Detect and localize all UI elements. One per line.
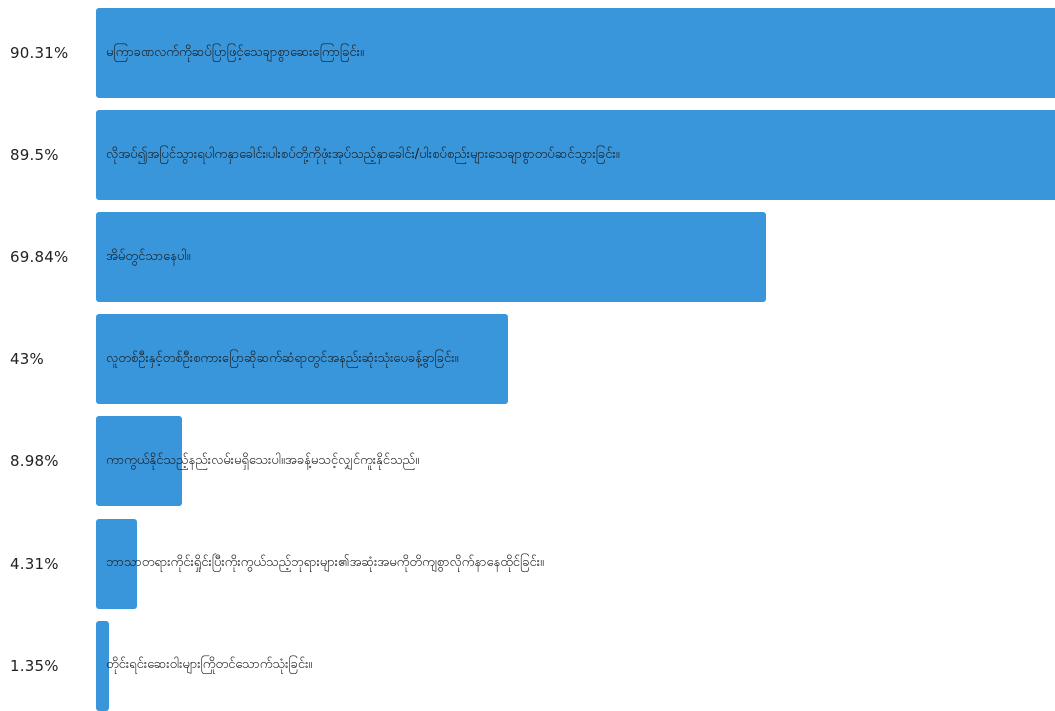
bar-label: တိုင်းရင်းဆေးဝါးများကြိုတင်သောက်သုံးခြင်…: [106, 621, 312, 711]
bar-label: မကြာခဏလက်ကိုဆပ်ပြာဖြင့်သေချာစွာဆေးကြောခြ…: [106, 8, 364, 98]
bar-percent-label: 8.98%: [10, 416, 59, 506]
bar-row: 4.31% ဘာသာတရားကိုင်းရှိုင်းပြီးကိုးကွယ်သည…: [0, 519, 1055, 609]
bar: [96, 212, 766, 302]
bar-row: 8.98% ကာကွယ်နိုင်သည့်နည်းလမ်းမရှိသေးပါ။အခ…: [0, 416, 1055, 506]
bar-percent-label: 90.31%: [10, 8, 68, 98]
bar-label: ဘာသာတရားကိုင်းရှိုင်းပြီးကိုးကွယ်သည့်ဘုရ…: [106, 519, 544, 609]
bar-percent-label: 89.5%: [10, 110, 59, 200]
bar-percent-label: 43%: [10, 314, 44, 404]
bar-row: 69.84% အိမ်တွင်သာနေပါ။: [0, 212, 1055, 302]
bar-label: လူတစ်ဦးနှင့်တစ်ဦးစကားပြောဆိုဆက်ဆံရာတွင်အ…: [106, 314, 459, 404]
bar-row: 43% လူတစ်ဦးနှင့်တစ်ဦးစကားပြောဆိုဆက်ဆံရာတွ…: [0, 314, 1055, 404]
bar-percent-label: 4.31%: [10, 519, 59, 609]
bar-row: 1.35% တိုင်းရင်းဆေးဝါးများကြိုတင်သောက်သုံ…: [0, 621, 1055, 711]
bar-row: 89.5% လိုအပ်၍အပြင်သွားရပါကနှာခေါင်း၊ပါးစပ…: [0, 110, 1055, 200]
bar-label: ကာကွယ်နိုင်သည့်နည်းလမ်းမရှိသေးပါ။အခန့်မသ…: [106, 416, 419, 506]
bar-row: 90.31% မကြာခဏလက်ကိုဆပ်ပြာဖြင့်သေချာစွာဆေး…: [0, 8, 1055, 98]
bar-percent-label: 69.84%: [10, 212, 68, 302]
bar-label: လိုအပ်၍အပြင်သွားရပါကနှာခေါင်း၊ပါးစပ်တို့…: [106, 110, 620, 200]
bar-percent-label: 1.35%: [10, 621, 59, 711]
bar-label: အိမ်တွင်သာနေပါ။: [106, 212, 191, 302]
